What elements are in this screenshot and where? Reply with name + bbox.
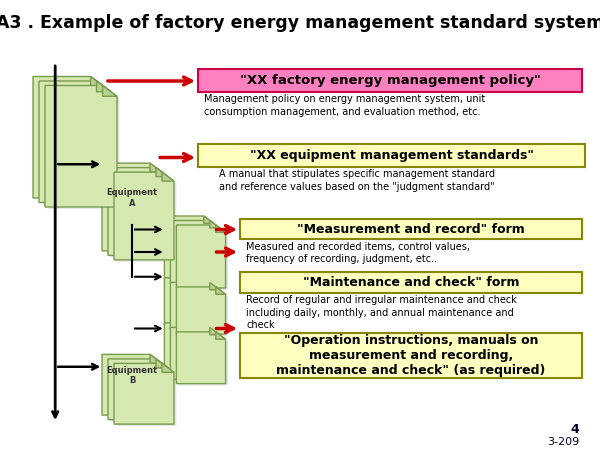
Polygon shape: [204, 278, 214, 285]
Polygon shape: [216, 287, 226, 294]
Text: A manual that stipulates specific management standard
and reference values based: A manual that stipulates specific manage…: [219, 169, 495, 192]
FancyBboxPatch shape: [240, 272, 582, 292]
Polygon shape: [150, 163, 162, 172]
Polygon shape: [156, 359, 168, 368]
Polygon shape: [116, 174, 176, 262]
Text: Equipment
A: Equipment A: [106, 188, 158, 208]
Polygon shape: [116, 365, 176, 426]
Polygon shape: [156, 168, 168, 177]
Text: Management policy on energy management system, unit
consumption management, and : Management policy on energy management s…: [204, 94, 485, 117]
Polygon shape: [47, 87, 119, 209]
Polygon shape: [179, 227, 228, 290]
Text: Measured and recorded items, control values,
frequency of recording, judgment, e: Measured and recorded items, control val…: [246, 242, 470, 265]
Polygon shape: [170, 283, 220, 329]
Text: Equipment
B: Equipment B: [106, 366, 158, 386]
Polygon shape: [103, 86, 117, 96]
FancyBboxPatch shape: [198, 144, 585, 166]
Text: 3-209: 3-209: [547, 437, 579, 447]
FancyBboxPatch shape: [198, 69, 582, 92]
Polygon shape: [210, 283, 220, 290]
Polygon shape: [110, 361, 170, 421]
Text: "XX equipment management standards": "XX equipment management standards": [250, 149, 533, 162]
Polygon shape: [114, 172, 174, 260]
Polygon shape: [108, 359, 168, 419]
Polygon shape: [164, 278, 214, 325]
FancyBboxPatch shape: [240, 219, 582, 239]
Polygon shape: [179, 334, 228, 385]
Polygon shape: [102, 355, 162, 415]
Text: "Measurement and record" form: "Measurement and record" form: [297, 223, 525, 235]
FancyBboxPatch shape: [240, 333, 582, 378]
Polygon shape: [173, 284, 222, 331]
Polygon shape: [204, 323, 214, 330]
Polygon shape: [97, 81, 111, 92]
Polygon shape: [39, 81, 111, 202]
Polygon shape: [108, 168, 168, 256]
Polygon shape: [210, 220, 220, 228]
Polygon shape: [164, 323, 214, 374]
Polygon shape: [114, 364, 174, 424]
Polygon shape: [204, 216, 214, 223]
Polygon shape: [179, 289, 228, 336]
Polygon shape: [176, 332, 226, 383]
Polygon shape: [170, 328, 220, 379]
Polygon shape: [170, 220, 220, 284]
Text: "Operation instructions, manuals on
measurement and recording,
maintenance and c: "Operation instructions, manuals on meas…: [277, 334, 545, 377]
Polygon shape: [45, 86, 117, 207]
Polygon shape: [173, 222, 222, 285]
Text: A3 . Example of factory energy management standard system: A3 . Example of factory energy managemen…: [0, 14, 600, 32]
Polygon shape: [162, 364, 174, 373]
Polygon shape: [33, 76, 105, 198]
Text: "Maintenance and check" form: "Maintenance and check" form: [303, 276, 519, 288]
Polygon shape: [176, 225, 226, 288]
Text: 4: 4: [570, 423, 579, 436]
Polygon shape: [41, 83, 113, 204]
Polygon shape: [162, 172, 174, 181]
Polygon shape: [176, 287, 226, 334]
Polygon shape: [216, 225, 226, 232]
Polygon shape: [150, 355, 162, 364]
Text: Record of regular and irregular maintenance and check
including daily, monthly, : Record of regular and irregular maintena…: [246, 295, 517, 330]
Polygon shape: [173, 329, 222, 381]
Polygon shape: [102, 163, 162, 251]
Polygon shape: [216, 332, 226, 339]
Polygon shape: [210, 328, 220, 335]
Polygon shape: [91, 76, 105, 87]
Text: "XX factory energy management policy": "XX factory energy management policy": [239, 74, 541, 87]
Polygon shape: [110, 170, 170, 257]
Polygon shape: [164, 216, 214, 279]
